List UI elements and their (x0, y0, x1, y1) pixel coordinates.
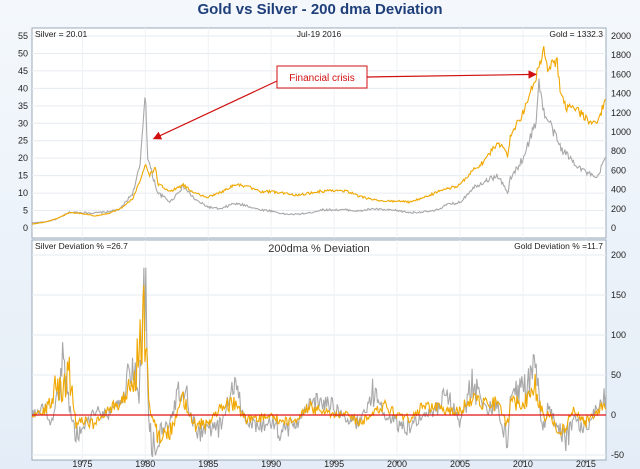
right-tick-label: 1600 (611, 69, 631, 79)
annotation-arrow-1980 (152, 80, 278, 140)
x-tick-label: 1980 (135, 459, 155, 469)
left-tick-label: 55 (18, 31, 28, 41)
bottom-right-tick-label: 150 (611, 290, 626, 300)
bottom-right-tick-label: 200 (611, 250, 626, 260)
left-tick-label: 25 (18, 136, 28, 146)
x-tick-label: 1985 (198, 459, 218, 469)
annotation-text: Financial crisis (289, 73, 355, 84)
top-plot-area (31, 27, 607, 239)
x-tick-label: 1995 (324, 459, 344, 469)
right-tick-label: 1400 (611, 89, 631, 99)
left-tick-label: 35 (18, 101, 28, 111)
x-tick-label: 1975 (72, 459, 92, 469)
left-tick-label: 45 (18, 66, 28, 76)
deviation-panel-title: 200dma % Deviation (268, 243, 370, 255)
right-tick-label: 200 (611, 204, 626, 214)
x-tick-label: 2005 (450, 459, 470, 469)
left-tick-label: 15 (18, 171, 28, 181)
bottom-right-tick-label: -50 (611, 450, 624, 460)
x-tick-label: 2000 (387, 459, 407, 469)
right-tick-label: 1200 (611, 108, 631, 118)
left-tick-label: 20 (18, 153, 28, 163)
bottom-right-tick-label: 50 (611, 370, 621, 380)
left-tick-label: 10 (18, 188, 28, 198)
bottom-plot-area (31, 239, 607, 461)
right-tick-label: 400 (611, 185, 626, 195)
x-tick-label: 1990 (261, 459, 281, 469)
chart-title: Gold vs Silver - 200 dma Deviation (197, 1, 443, 18)
silver-value-label: Silver = 20.01 (35, 29, 87, 39)
left-tick-label: 50 (18, 48, 28, 58)
x-tick-label: 2015 (576, 459, 596, 469)
gold-price-line (31, 46, 607, 225)
right-tick-label: 2000 (611, 31, 631, 41)
silver-price-line (31, 78, 607, 224)
gold-value-label: Gold = 1332.3 (549, 29, 603, 39)
bottom-right-tick-label: 100 (611, 330, 626, 340)
left-tick-label: 30 (18, 118, 28, 128)
right-tick-label: 600 (611, 165, 626, 175)
right-tick-label: 1000 (611, 127, 631, 137)
right-tick-label: 800 (611, 146, 626, 156)
gold-deviation-label: Gold Deviation % =11.7 (514, 241, 603, 251)
gold-deviation-line (31, 284, 607, 445)
left-tick-label: 40 (18, 83, 28, 93)
bottom-right-tick-label: 0 (611, 410, 616, 420)
x-tick-label: 2010 (513, 459, 533, 469)
right-tick-label: 1800 (611, 50, 631, 60)
annotation-arrow-2011 (366, 70, 537, 79)
left-tick-label: 0 (23, 223, 28, 233)
left-tick-label: 5 (23, 206, 28, 216)
right-tick-label: 0 (611, 223, 616, 233)
annotation-box (276, 65, 368, 89)
silver-deviation-label: Silver Deviation % =26.7 (35, 241, 128, 251)
date-label: Jul-19 2016 (297, 29, 342, 39)
